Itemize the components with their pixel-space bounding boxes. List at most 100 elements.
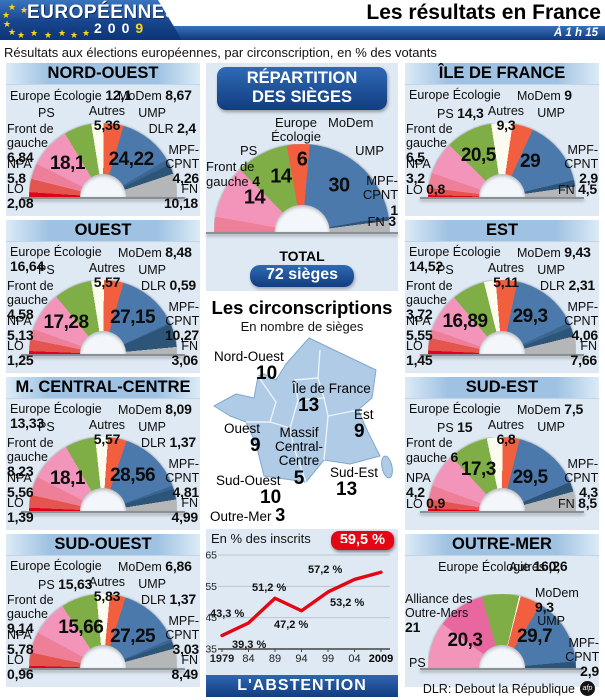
donut-hole xyxy=(479,645,525,668)
map-label-outre-mer: Outre-Mer 3 xyxy=(210,505,286,525)
panel-nord-ouest: NORD-OUEST 18,1 24,22 Europe Écologie 12,1… xyxy=(6,63,200,216)
chart-value-ps: 17,28 xyxy=(43,311,89,333)
chart-label-dlr: DLR 2,4 xyxy=(148,120,197,136)
half-donut: 18,1 28,56 xyxy=(29,437,177,511)
chart-label-modem: MoDem 7,5 xyxy=(517,401,584,417)
panel-title: OUEST xyxy=(6,220,200,242)
france-map-svg xyxy=(213,337,393,483)
chart-label-europe-ecologie: Europe Écologie xyxy=(10,559,102,573)
chart-label-dlr: DLR 2,31 xyxy=(540,277,595,293)
seats-panel-title: RÉPARTITION DES SIÈGES xyxy=(217,67,387,110)
left-column: NORD-OUEST 18,1 24,22 Europe Écologie 12,1… xyxy=(6,63,200,691)
panel-repartition-sieges: RÉPARTITION DES SIÈGES 14 14 6 30 Europe Écol… xyxy=(206,63,398,291)
chart-value-ump: 27,25 xyxy=(110,625,156,647)
half-donut-chart-ouest: 17,28 27,15 Europe Écologie 16,64 PS Front d… xyxy=(6,242,200,373)
chart-value-ump: 28,56 xyxy=(110,465,156,487)
chart-label-ps: PS 15 xyxy=(437,419,473,435)
chart-baseline xyxy=(420,354,584,356)
dlr-note: DLR: Debout la République xyxy=(422,681,575,696)
svg-text:94: 94 xyxy=(295,653,307,665)
map-label-est: Est 9 xyxy=(354,407,374,443)
panel-ile-de-france: ÎLE DE FRANCE 20,5 29 Europe Écologie PS 14… xyxy=(405,63,599,216)
svg-text:04: 04 xyxy=(348,653,360,665)
chart-baseline xyxy=(21,668,185,670)
chart-label-mpf-cpnt: MPF-CPNT 4,26 xyxy=(165,143,199,186)
chart-label-europe-ecologie: Europe Écologie xyxy=(409,88,501,102)
half-donut: 14 14 6 30 xyxy=(214,143,390,232)
donut-hole xyxy=(479,331,525,354)
chart-label-mpf-cpnt: MPF-CPNT 4,3 xyxy=(564,457,598,500)
chart-label-front-de-gauche: Front de gauche 6,84 xyxy=(7,122,54,165)
chart-value-ump: 29,5 xyxy=(512,466,548,488)
svg-text:35: 35 xyxy=(206,644,217,656)
svg-text:55: 55 xyxy=(206,581,217,593)
panel-title: SUD-EST xyxy=(405,377,599,399)
panel-est: EST 16,89 29,3 Europe Écologie 14,52 PS Fron… xyxy=(405,220,599,373)
chart-value-europe-ecologie: 20,5 xyxy=(460,144,496,166)
chart-label-lo: LO 0,9 xyxy=(406,495,446,511)
chart-label-mpf-cpnt: MPF-CPNT 4,81 xyxy=(165,457,199,500)
afp-logo-icon: afp xyxy=(580,681,595,696)
svg-text:89: 89 xyxy=(269,653,281,665)
half-donut: 16,89 29,3 xyxy=(428,280,576,354)
chart-label-mpf-cpnt: MPF-CPNT 2,9 xyxy=(565,636,599,679)
chart-label-ump: UMP xyxy=(537,614,565,628)
france-map: Nord-Ouest 10 Île de France 13 Est 9 Ouest 9 Mas… xyxy=(206,336,398,526)
map-heading: Les circonscriptions xyxy=(211,297,393,318)
svg-text:53,2 %: 53,2 % xyxy=(330,597,364,609)
page-title: Les résultats en France xyxy=(366,1,601,24)
svg-text:1979: 1979 xyxy=(210,653,234,665)
panel-circonscriptions: Les circonscriptions En nombre de sièges xyxy=(206,295,398,525)
chart-label-europe-ecologie: Europe Écologie 16,2 xyxy=(438,558,560,574)
chart-label-lo: LO 0,8 xyxy=(406,181,446,197)
chart-label-modem: MoDem 8,09 xyxy=(118,401,192,417)
eu-star-icon: ★ xyxy=(8,2,17,12)
eu-star-icon: ★ xyxy=(30,28,39,38)
eu-star-icon: ★ xyxy=(8,27,17,37)
chart-label-mpf-cpnt: MPF-CPNT 2,9 xyxy=(564,143,598,186)
chart-label-ps: PS xyxy=(240,142,258,158)
donut-hole xyxy=(80,174,126,197)
panel-massif-central-centre: M. CENTRAL-CENTRE 18,1 28,56 Europe Écolog… xyxy=(6,377,200,530)
chart-label-front-de-gauche: Front de gauche 9,14 xyxy=(7,593,54,636)
half-donut-chart-massif-central-centre: 18,1 28,56 Europe Écologie 13,33 PS Front de… xyxy=(6,399,200,530)
panel-title: M. CENTRAL-CENTRE xyxy=(6,377,200,399)
chart-label-npa: NPA 4,2 xyxy=(406,471,431,500)
svg-text:57,2 %: 57,2 % xyxy=(308,564,342,576)
abstention-title: L'ABSTENTION xyxy=(206,675,398,697)
chart-label-fn: FN 3,06 xyxy=(171,339,199,368)
svg-text:51,2 %: 51,2 % xyxy=(252,582,286,594)
chart-label-ps: PS xyxy=(409,656,426,670)
map-label-massif-central-centre: Massif Central-Centre 5 xyxy=(274,425,323,489)
footnote: DLR: Debout la République afp xyxy=(423,681,595,696)
chart-label-ump: UMP xyxy=(138,577,166,591)
chart-label-front-de-gauche: Front de gauche 3,72 xyxy=(406,279,453,322)
chart-value-ps: 14 xyxy=(243,186,266,209)
chart-label-ump: UMP xyxy=(138,420,166,434)
abstention-callout-2009: 59,5 % xyxy=(330,531,394,550)
chart-label-modem: MoDem 9 xyxy=(517,87,572,103)
chart-label-npa: NPA 5,55 xyxy=(406,314,433,343)
chart-value-ump: 29 xyxy=(520,151,541,173)
chart-baseline xyxy=(420,511,584,513)
chart-value-europe-ecologie: 15,66 xyxy=(58,617,104,639)
chart-label-front-de-gauche: Front de gauche 6 xyxy=(406,436,459,465)
chart-label-fn: FN 4,99 xyxy=(171,496,199,525)
panel-ouest: OUEST 17,28 27,15 Europe Écologie 16,64 PS F… xyxy=(6,220,200,373)
chart-label-autres: Autres 0,6 xyxy=(509,558,568,574)
chart-label-ump: UMP xyxy=(537,263,565,277)
chart-label-europe-ecologie: Europe Écologie 14,52 xyxy=(409,245,501,274)
chart-baseline xyxy=(21,511,185,513)
chart-label-mpf-cpnt: MPF-CPNT 4,06 xyxy=(564,300,598,343)
donut-hole xyxy=(479,488,525,511)
chart-value-modem: 6 xyxy=(296,148,308,171)
eu-star-icon: ★ xyxy=(3,19,12,29)
chart-label-mpf-cpnt: MPF-CPNT 1 xyxy=(362,172,398,219)
chart-label-fn: FN 3 xyxy=(367,212,396,229)
donut-hole xyxy=(80,645,126,668)
chart-label-lo: LO 1,25 xyxy=(7,339,34,368)
chart-label-ump: UMP xyxy=(138,106,166,120)
panel-title: OUTRE-MER xyxy=(405,534,599,556)
half-donut-chart-sud-ouest: 15,66 27,25 Europe Écologie PS 15,63 Front d… xyxy=(6,556,200,687)
chart-value-europe-ecologie: 14 xyxy=(270,165,292,188)
